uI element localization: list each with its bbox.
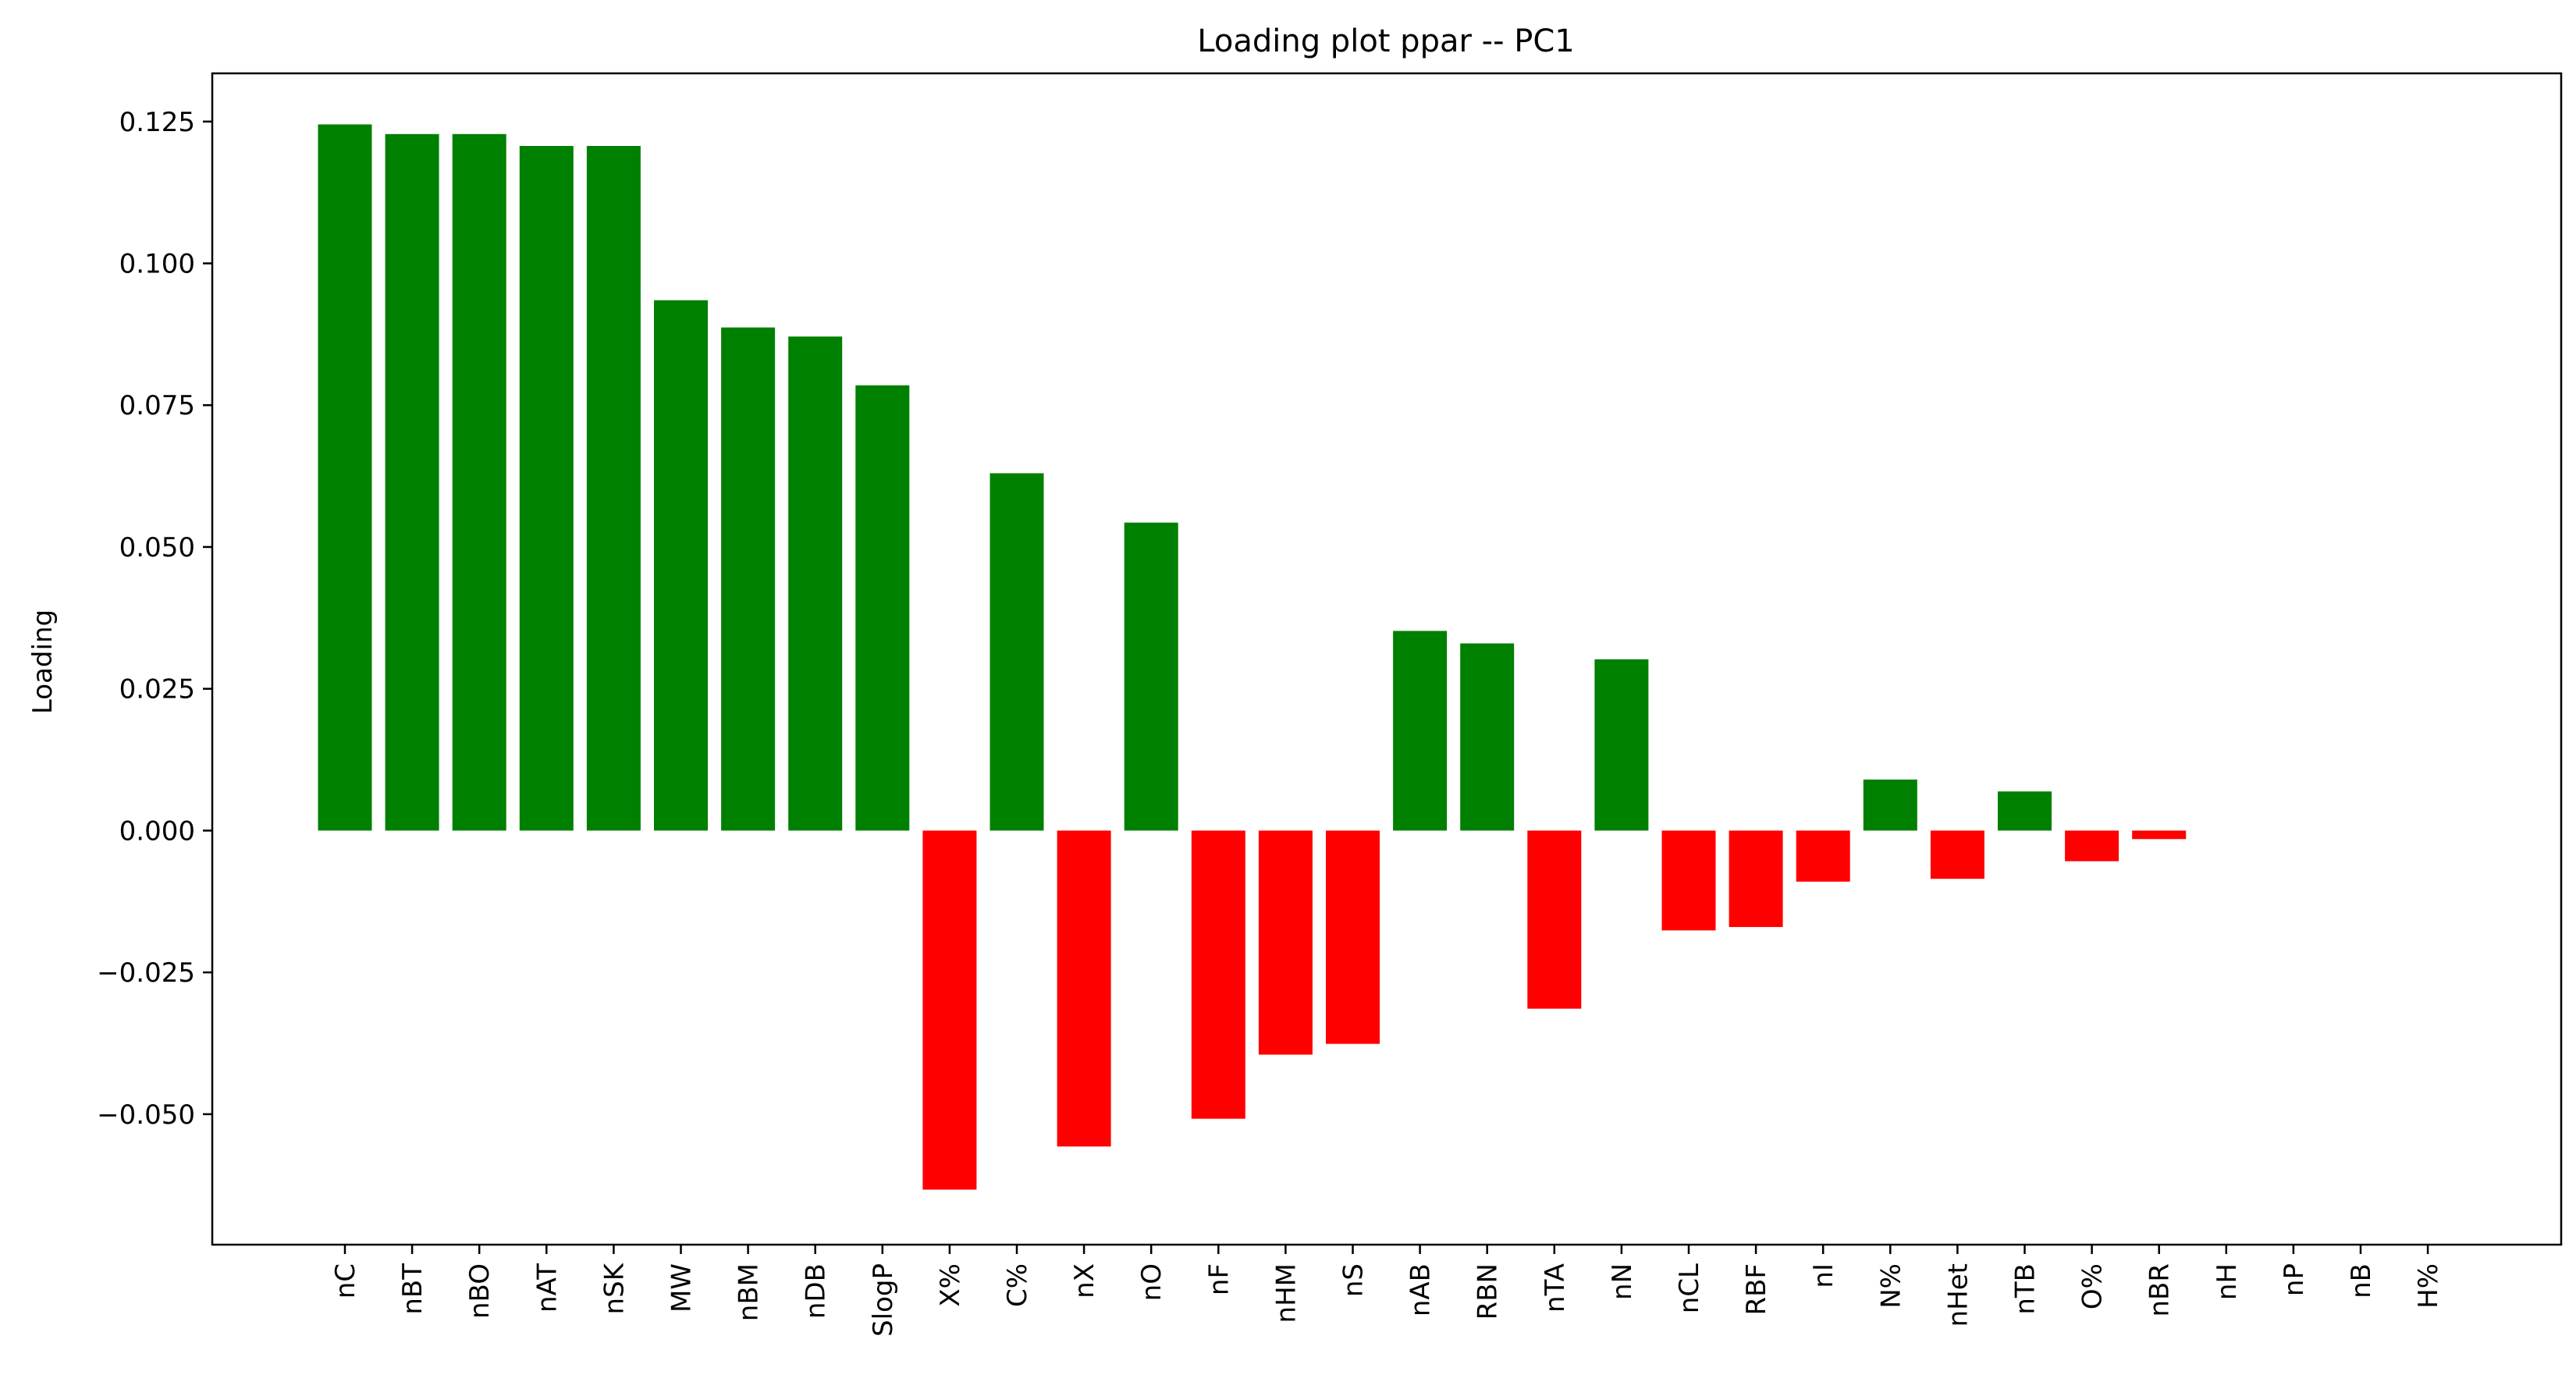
bar-nSK — [586, 146, 641, 831]
bar-N% — [1863, 779, 1917, 831]
y-tick-label: 0.100 — [119, 249, 195, 280]
bar-nBT — [385, 133, 439, 831]
x-tick-label: nBT — [397, 1263, 428, 1315]
bar-nCL — [1661, 830, 1716, 931]
x-tick-label: nDB — [801, 1263, 832, 1319]
bar-nX — [1057, 830, 1111, 1147]
y-tick-label: 0.125 — [119, 107, 195, 138]
bar-nS — [1326, 830, 1380, 1044]
bar-nTA — [1527, 830, 1582, 1009]
x-tick-label: nS — [1338, 1263, 1370, 1297]
bar-SlogP — [855, 385, 910, 831]
bar-nAB — [1393, 631, 1448, 831]
x-tick-label: nBR — [2144, 1263, 2176, 1317]
x-tick-label: nTB — [2010, 1263, 2041, 1315]
y-tick-label: −0.025 — [97, 957, 195, 989]
x-tick-label: nN — [1607, 1263, 1638, 1300]
x-tick-label: nB — [2346, 1263, 2377, 1299]
x-tick-label: nAB — [1405, 1263, 1437, 1316]
y-tick-label: 0.050 — [119, 532, 195, 563]
x-tick-label: nH — [2212, 1263, 2243, 1300]
x-tick-label: nX — [1069, 1263, 1100, 1299]
x-tick-label: C% — [1002, 1263, 1033, 1307]
x-tick-label: nI — [1808, 1263, 1839, 1288]
x-tick-label: N% — [1875, 1263, 1906, 1309]
bar-nF — [1191, 830, 1245, 1119]
x-tick-label: nBO — [464, 1263, 496, 1319]
bar-nN — [1594, 659, 1649, 831]
bar-nDB — [788, 336, 843, 831]
x-tick-label: X% — [935, 1263, 966, 1307]
x-tick-label: SlogP — [868, 1263, 899, 1337]
bar-nBO — [452, 133, 506, 831]
x-tick-label: H% — [2413, 1263, 2444, 1309]
x-tick-label: nBM — [734, 1263, 765, 1321]
x-tick-label: nSK — [599, 1262, 630, 1314]
bar-O% — [2065, 830, 2119, 862]
x-tick-label: nP — [2279, 1263, 2310, 1296]
bar-RBF — [1729, 830, 1783, 927]
y-axis-title: Loading — [27, 609, 59, 714]
x-tick-label: RBN — [1473, 1263, 1504, 1320]
y-tick-label: 0.000 — [119, 815, 195, 847]
bar-MW — [654, 300, 708, 831]
bar-nO — [1124, 522, 1178, 831]
bar-RBN — [1460, 643, 1515, 831]
bar-nBM — [721, 327, 776, 831]
x-tick-label: nCL — [1674, 1263, 1705, 1313]
bar-C% — [990, 473, 1044, 831]
chart-title: Loading plot ppar -- PC1 — [1197, 23, 1574, 59]
x-tick-label: nAT — [531, 1263, 563, 1313]
x-tick-label: nTA — [1540, 1263, 1571, 1313]
bar-nC — [318, 124, 372, 831]
x-tick-label: nC — [330, 1263, 361, 1299]
bar-nBR — [2132, 830, 2187, 840]
bar-nHet — [1930, 830, 1984, 879]
x-tick-label: O% — [2077, 1263, 2109, 1309]
y-tick-label: −0.050 — [97, 1100, 195, 1131]
x-tick-label: nHet — [1942, 1263, 1974, 1327]
x-tick-label: nF — [1203, 1263, 1235, 1295]
bar-nAT — [519, 146, 574, 831]
x-tick-label: RBF — [1741, 1263, 1772, 1316]
bar-nTB — [1998, 791, 2052, 831]
x-tick-label: MW — [666, 1263, 698, 1313]
bar-nHM — [1258, 830, 1313, 1055]
y-tick-label: 0.025 — [119, 674, 195, 705]
bar-X% — [922, 830, 977, 1190]
x-tick-label: nO — [1136, 1263, 1167, 1301]
y-tick-label: 0.075 — [119, 390, 195, 421]
plot-area: −0.050 −0.025 0.000 0.025 0.050 0.075 0.100 0.1… — [97, 72, 2563, 1337]
x-tick-label: nHM — [1270, 1263, 1302, 1323]
plot-frame — [211, 72, 2563, 1246]
bar-nI — [1796, 830, 1850, 882]
